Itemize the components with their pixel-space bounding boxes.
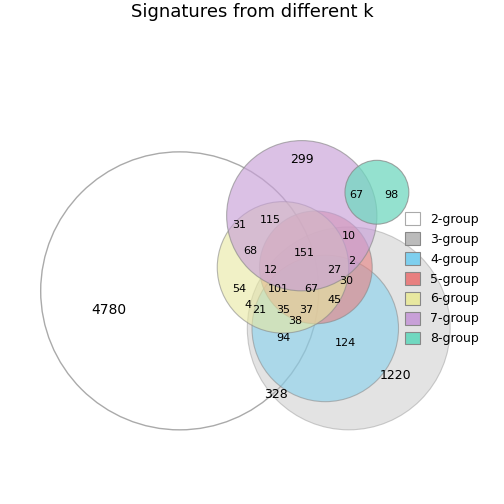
Circle shape xyxy=(252,255,399,402)
Text: 98: 98 xyxy=(384,190,398,200)
Text: 94: 94 xyxy=(276,333,290,343)
Text: 35: 35 xyxy=(276,304,290,314)
Text: 151: 151 xyxy=(294,248,315,258)
Text: 21: 21 xyxy=(253,304,267,314)
Circle shape xyxy=(345,160,409,224)
Circle shape xyxy=(247,227,450,430)
Circle shape xyxy=(260,211,372,324)
Text: 124: 124 xyxy=(335,338,356,347)
Text: 4: 4 xyxy=(244,300,252,310)
Circle shape xyxy=(217,202,349,333)
Text: 10: 10 xyxy=(342,231,356,241)
Text: 45: 45 xyxy=(328,295,342,305)
Text: 37: 37 xyxy=(299,304,313,314)
Text: 30: 30 xyxy=(339,277,353,286)
Text: 31: 31 xyxy=(232,220,246,230)
Text: 67: 67 xyxy=(304,284,318,294)
Text: 115: 115 xyxy=(260,215,281,225)
Text: 1220: 1220 xyxy=(380,369,411,382)
Circle shape xyxy=(227,141,377,291)
Legend: 2-group, 3-group, 4-group, 5-group, 6-group, 7-group, 8-group: 2-group, 3-group, 4-group, 5-group, 6-gr… xyxy=(401,209,482,349)
Text: 68: 68 xyxy=(243,246,257,257)
Text: 328: 328 xyxy=(265,388,288,401)
Text: 2: 2 xyxy=(348,256,355,266)
Text: 12: 12 xyxy=(264,265,278,275)
Text: 27: 27 xyxy=(328,265,342,275)
Text: 67: 67 xyxy=(349,190,363,200)
Text: 38: 38 xyxy=(288,316,302,326)
Text: 101: 101 xyxy=(268,284,289,294)
Text: 4780: 4780 xyxy=(92,302,127,317)
Title: Signatures from different k: Signatures from different k xyxy=(131,3,373,21)
Text: 54: 54 xyxy=(232,284,246,294)
Text: 299: 299 xyxy=(290,153,313,166)
